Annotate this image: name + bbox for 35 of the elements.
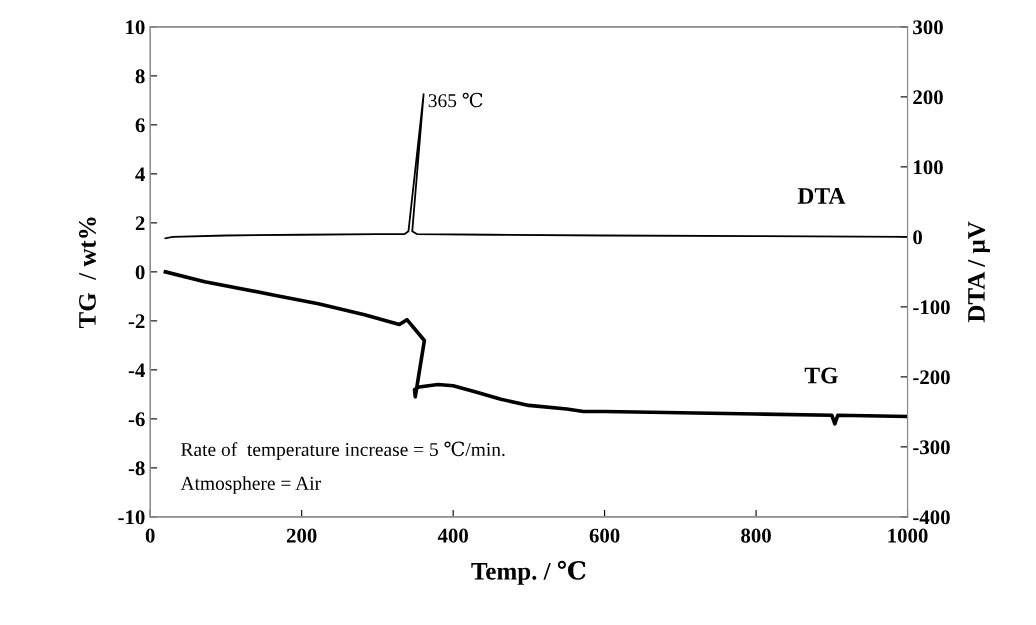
x-tick-label: 200 bbox=[286, 528, 317, 543]
y2-tick-label: 0 bbox=[913, 230, 923, 245]
line-series bbox=[164, 93, 908, 240]
annotation: Rate of temperature increase = 5 ℃/min. bbox=[181, 441, 505, 461]
y-tick-label: 8 bbox=[135, 69, 145, 84]
y-tick-label: 0 bbox=[135, 265, 145, 280]
y-tick-label: -6 bbox=[128, 412, 145, 427]
y-tick-label: -2 bbox=[128, 314, 145, 329]
line-series bbox=[163, 270, 908, 426]
y2-tick-label: 200 bbox=[913, 90, 943, 105]
y-tick-label: -4 bbox=[128, 363, 145, 378]
series-label: TG bbox=[804, 367, 838, 384]
x-tick-label: 1000 bbox=[888, 528, 928, 543]
y-tick-label: 2 bbox=[135, 216, 145, 231]
annotation: 365 ℃ bbox=[428, 92, 483, 108]
y2-tick-label: -400 bbox=[913, 510, 950, 525]
x-tick-label: 0 bbox=[145, 528, 155, 543]
y-tick-label: -8 bbox=[128, 461, 145, 476]
x-tick-label: 800 bbox=[741, 528, 771, 543]
y-tick-label: -10 bbox=[118, 510, 145, 525]
y-axis-title: TG / wt% bbox=[78, 217, 96, 329]
y-tick-label: 4 bbox=[135, 167, 145, 182]
y-tick-label: 10 bbox=[126, 20, 145, 35]
y2-tick-label: 100 bbox=[914, 160, 943, 175]
x-tick-label: 600 bbox=[589, 528, 620, 543]
series-label: DTA bbox=[797, 188, 846, 204]
annotation: Atmosphere = Air bbox=[180, 476, 321, 494]
y2-tick-label: 300 bbox=[913, 20, 943, 35]
y2-tick-label: -200 bbox=[913, 370, 950, 385]
x-tick-label: 400 bbox=[437, 528, 468, 543]
y2-tick-label: -100 bbox=[913, 300, 950, 315]
y2-axis-title: DTA / µV bbox=[968, 221, 990, 323]
y-tick-label: 6 bbox=[135, 118, 145, 133]
x-axis-title: Temp. / ℃ bbox=[471, 560, 586, 585]
y2-tick-label: -300 bbox=[913, 440, 950, 455]
